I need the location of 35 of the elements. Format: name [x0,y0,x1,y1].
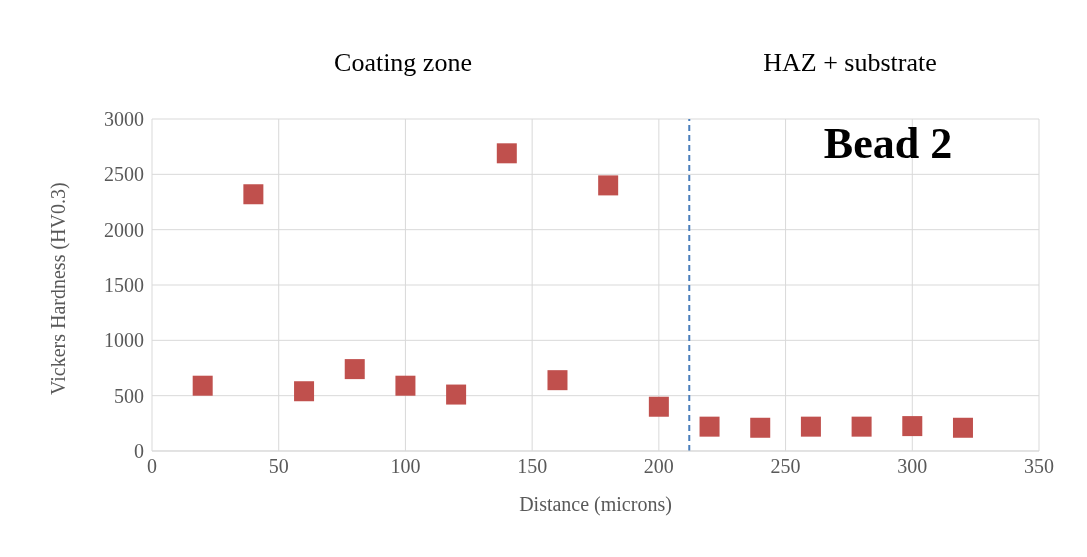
y-tick-label: 1500 [104,274,144,297]
point [446,384,467,405]
annotation: Bead 2 [823,118,953,169]
y-tick-label: 2500 [104,163,144,186]
point [800,416,821,437]
x-tick-label: 150 [517,455,548,478]
x-tick-label: 250 [770,455,801,478]
text: Coating zone [334,48,472,78]
y-tick-label: 3000 [104,108,144,131]
point [496,143,517,164]
x-tick-label: 50 [268,455,289,478]
y-tick-label: 1000 [104,329,144,352]
x-tick-label: 300 [897,455,928,478]
x-tick-label: 200 [643,455,674,478]
point [699,416,720,437]
x-axis-title: Distance (microns) [519,493,672,516]
y-tick-label: 2000 [104,218,144,241]
point [648,396,669,417]
text: HAZ + substrate [763,48,937,78]
point [750,417,771,438]
point [902,416,923,437]
y-tick-label: 0 [134,440,144,463]
point [952,417,973,438]
point [294,381,315,402]
point [192,375,213,396]
x-tick-label: 350 [1024,455,1054,478]
point [547,370,568,391]
point [344,359,365,380]
point [851,416,872,437]
y-tick-label: 500 [114,384,144,407]
y-axis-title: Vickers Hardness (HV0.3) [47,182,71,395]
point [243,184,264,205]
point [598,175,619,196]
x-tick-label: 100 [390,455,421,478]
point [395,375,416,396]
